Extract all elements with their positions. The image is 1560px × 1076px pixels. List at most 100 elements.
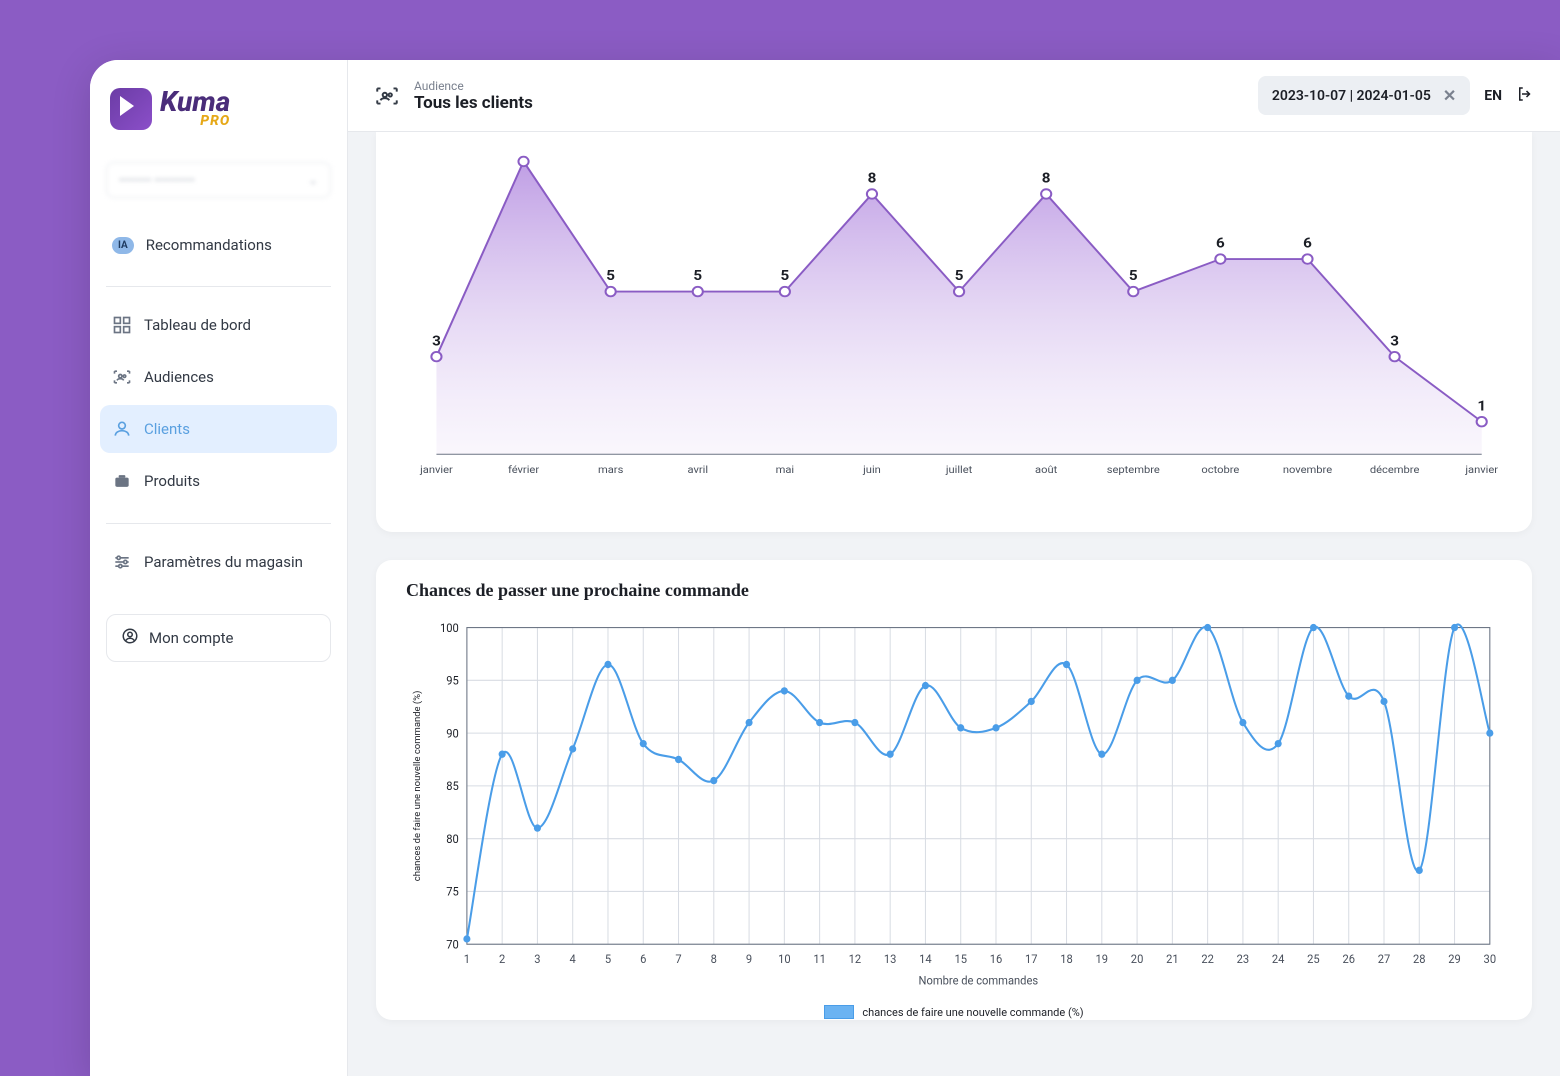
svg-text:septembre: septembre [1107,463,1160,476]
svg-text:4: 4 [570,952,577,966]
svg-text:3: 3 [432,332,441,349]
sidebar-item-tableau-de-bord[interactable]: Tableau de bord [100,301,337,349]
sidebar-item-recommandations[interactable]: IA Recommandations [100,222,337,268]
svg-text:juin: juin [862,463,881,476]
svg-text:21: 21 [1166,952,1179,966]
svg-text:18: 18 [1060,952,1073,966]
svg-text:10: 10 [778,952,791,966]
sidebar-item-label: Tableau de bord [144,316,251,334]
account-icon [121,627,139,649]
sidebar-item-label: Paramètres du magasin [144,553,303,571]
nav-main: Tableau de bord Audiences Clients Produi… [90,295,347,515]
svg-text:85: 85 [446,779,459,793]
svg-text:15: 15 [954,952,967,966]
logo: Kuma PRO [90,60,347,152]
monthly-area-chart: 3955585856631janvierfévriermarsavrilmaij… [406,152,1502,492]
next-order-chart-card: Chances de passer une prochaine commande… [376,560,1532,1020]
nav-settings: Paramètres du magasin [90,532,347,596]
svg-text:80: 80 [446,832,459,846]
next-order-line-chart: 7075808590951001234567891011121314151617… [406,617,1502,997]
svg-text:28: 28 [1413,952,1426,966]
date-range-chip[interactable]: 2023-10-07 | 2024-01-05 ✕ [1258,76,1470,115]
sidebar-item-label: Produits [144,472,200,490]
clients-icon [112,419,132,439]
svg-text:3: 3 [534,952,540,966]
svg-text:avril: avril [687,463,708,476]
topbar: Audience Tous les clients 2023-10-07 | 2… [348,60,1560,132]
nav-primary: IA Recommandations [90,216,347,278]
sidebar-item-clients[interactable]: Clients [100,405,337,453]
svg-text:23: 23 [1237,952,1250,966]
main: Audience Tous les clients 2023-10-07 | 2… [348,60,1560,1076]
svg-text:9: 9 [746,952,752,966]
svg-text:8: 8 [868,169,877,186]
svg-text:janvier: janvier [419,463,453,476]
topbar-right: 2023-10-07 | 2024-01-05 ✕ EN [1258,76,1534,115]
svg-text:30: 30 [1484,952,1497,966]
svg-text:décembre: décembre [1370,463,1420,476]
audience-icon [374,83,400,109]
sidebar-item-label: Audiences [144,368,214,386]
audiences-icon [112,367,132,387]
chevron-down-icon: ⌄ [308,173,318,187]
topbar-left: Audience Tous les clients [374,79,533,113]
svg-text:janvier: janvier [1464,463,1498,476]
svg-text:Nombre de commandes: Nombre de commandes [919,973,1039,987]
my-account-label: Mon compte [149,629,234,647]
svg-text:24: 24 [1272,952,1285,966]
svg-text:26: 26 [1342,952,1355,966]
svg-text:27: 27 [1378,952,1391,966]
my-account-button[interactable]: Mon compte [106,614,331,662]
svg-text:6: 6 [1216,234,1225,251]
svg-text:5: 5 [1129,267,1138,284]
svg-text:70: 70 [446,937,459,951]
settings-icon [112,552,132,572]
svg-text:19: 19 [1096,952,1109,966]
divider [106,523,331,524]
svg-text:7: 7 [675,952,681,966]
logo-mark-icon [110,88,152,130]
sidebar-item-produits[interactable]: Produits [100,457,337,505]
svg-text:février: février [508,463,540,476]
logout-icon[interactable] [1516,85,1534,107]
svg-text:12: 12 [849,952,862,966]
svg-text:16: 16 [990,952,1003,966]
svg-text:95: 95 [446,673,459,687]
svg-text:3: 3 [1390,332,1399,349]
svg-text:11: 11 [813,952,826,966]
close-icon[interactable]: ✕ [1443,86,1456,105]
svg-text:1: 1 [1477,397,1486,414]
svg-text:5: 5 [605,952,611,966]
svg-text:75: 75 [446,884,459,898]
language-button[interactable]: EN [1484,88,1502,104]
account-selector-value: •••••••• •••••••••• [119,173,195,187]
svg-text:mars: mars [598,463,624,476]
sidebar-item-audiences[interactable]: Audiences [100,353,337,401]
svg-text:2: 2 [499,952,505,966]
svg-text:novembre: novembre [1283,463,1333,476]
svg-text:90: 90 [446,726,459,740]
svg-text:1: 1 [464,952,470,966]
svg-text:octobre: octobre [1201,463,1239,476]
legend-label: chances de faire une nouvelle commande (… [862,1006,1083,1019]
svg-text:mai: mai [776,463,795,476]
dashboard-icon [112,315,132,335]
sidebar: Kuma PRO •••••••• •••••••••• ⌄ IA Recomm… [90,60,348,1076]
svg-text:août: août [1035,463,1058,476]
svg-text:5: 5 [780,267,789,284]
sidebar-item-parametres[interactable]: Paramètres du magasin [100,538,337,586]
svg-text:8: 8 [1042,169,1051,186]
svg-text:20: 20 [1131,952,1144,966]
svg-text:5: 5 [955,267,964,284]
account-selector[interactable]: •••••••• •••••••••• ⌄ [106,162,331,198]
svg-text:6: 6 [640,952,646,966]
svg-text:5: 5 [693,267,702,284]
svg-text:6: 6 [1303,234,1312,251]
app-frame: Kuma PRO •••••••• •••••••••• ⌄ IA Recomm… [90,60,1560,1076]
divider [106,286,331,287]
sidebar-item-label: Recommandations [146,236,272,254]
svg-text:100: 100 [440,621,459,635]
content: 3955585856631janvierfévriermarsavrilmaij… [348,132,1560,1076]
svg-text:juillet: juillet [945,463,973,476]
svg-text:29: 29 [1448,952,1461,966]
